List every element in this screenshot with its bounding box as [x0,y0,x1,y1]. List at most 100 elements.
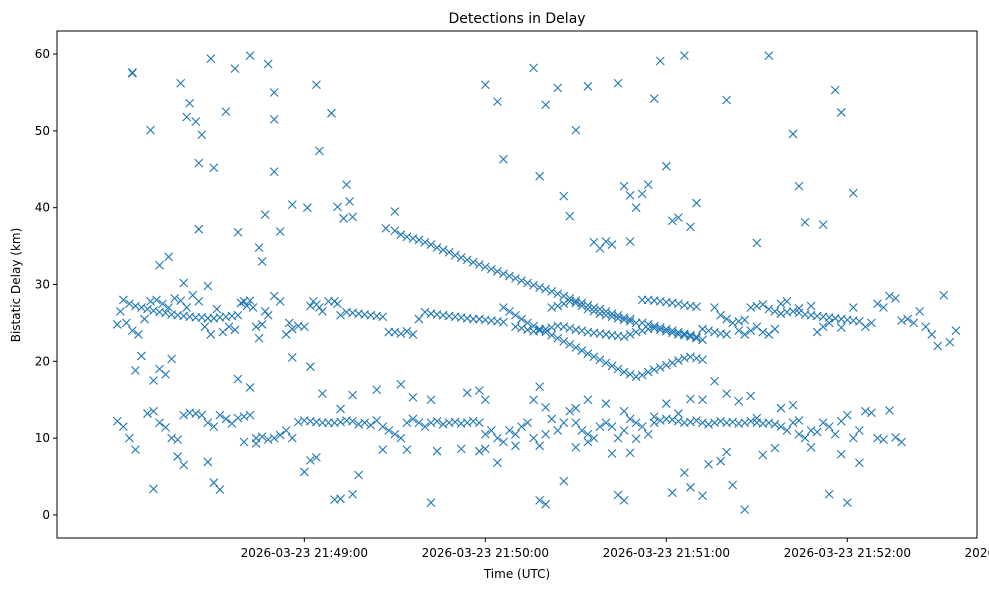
data-point [885,291,894,301]
data-point [571,418,581,428]
data-point [197,130,207,140]
data-point [128,326,137,335]
data-point [649,365,659,375]
data-point [318,306,327,316]
data-point [661,161,671,171]
data-point [275,430,285,440]
data-point [577,301,587,311]
data-point [260,210,270,219]
data-point [402,418,412,428]
data-point [233,227,243,237]
data-point [752,238,762,248]
data-point [191,409,201,418]
data-point [818,322,828,332]
data-point [854,426,864,435]
data-point [643,367,653,377]
data-point [951,326,961,335]
data-point [547,323,557,332]
data-point [233,374,243,384]
data-point [378,445,388,455]
data-point [637,422,647,432]
data-point [607,240,617,249]
data-point [221,107,231,117]
data-point [523,325,532,335]
data-point [661,399,671,408]
data-point [164,252,173,262]
data-point [517,323,526,333]
data-point [553,333,563,343]
data-point [115,306,125,316]
data-point [619,426,629,435]
data-point [287,200,297,209]
data-point [625,448,635,458]
data-point [327,108,336,118]
data-point [402,326,412,336]
data-point [836,449,846,459]
data-point [921,322,931,332]
data-point [613,310,623,320]
data-point [390,226,400,236]
data-point [239,437,249,447]
data-point [649,321,659,331]
data-point [734,316,744,326]
data-point [794,303,804,313]
data-point [505,271,514,281]
data-point [824,318,834,328]
data-point [396,230,406,239]
x-tick-label: 2026-03-23 21:53:00 [965,546,989,560]
data-point [595,355,605,365]
data-point [480,262,490,272]
data-point [420,307,430,317]
data-point [366,420,376,430]
data-point [903,314,913,324]
data-point [408,330,418,339]
data-point [432,416,442,426]
data-point [728,480,738,490]
data-point [692,353,701,363]
data-point [209,422,219,432]
data-point [161,422,170,432]
data-point [499,303,508,312]
data-point [547,287,557,296]
data-point [118,295,128,305]
data-point [480,395,490,405]
data-point [354,419,364,429]
data-point [263,59,273,69]
data-point [390,429,400,439]
data-point [137,303,146,312]
data-point [746,303,756,312]
data-point [233,310,243,320]
data-point [565,340,575,349]
data-point [203,418,213,428]
data-point [354,470,364,480]
data-point [776,403,786,413]
data-point [396,329,406,339]
data-point [474,446,484,456]
data-point [474,386,484,395]
data-point [680,353,689,363]
data-point [315,146,324,156]
data-point [149,306,158,316]
data-point [740,418,750,428]
data-point [571,442,581,452]
data-point [764,51,774,60]
data-point [173,452,183,461]
data-point [420,422,430,432]
data-point [523,418,532,428]
data-point [625,369,635,379]
data-point [194,297,204,306]
data-point [248,303,258,312]
data-point [164,303,173,312]
data-point [432,243,442,253]
data-point [396,433,406,443]
data-point [589,433,599,443]
data-point [152,295,161,305]
data-point [734,396,744,406]
data-point [462,255,472,265]
data-point [897,437,906,447]
data-point [215,485,225,494]
data-point [800,433,810,443]
data-point [293,417,303,427]
data-point [601,237,611,246]
